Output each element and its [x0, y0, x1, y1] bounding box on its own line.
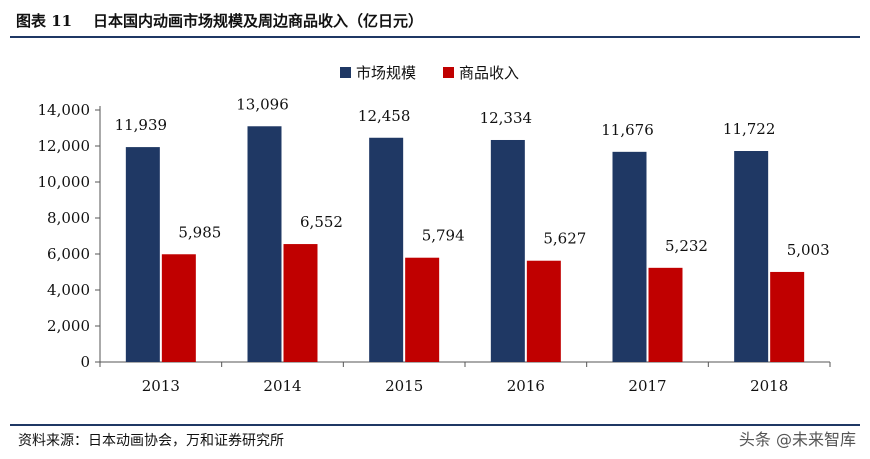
label-market-size-2014: 13,096 [236, 95, 289, 113]
x-axis: 2013 2014 2015 2016 2017 2018 [99, 361, 831, 395]
label-market-size-2017: 11,676 [601, 121, 654, 139]
title-bar: 图表 11 日本国内动画市场规模及周边商品收入（亿日元） [10, 6, 860, 38]
bar-market-size-2016 [490, 139, 525, 362]
x-tick-label: 2013 [142, 377, 180, 395]
bar-merch-revenue-2014 [283, 244, 318, 362]
bar-merch-revenue-2013 [161, 254, 196, 362]
y-tick-label: 0 [80, 353, 90, 371]
bar-merch-revenue-2018 [770, 271, 805, 362]
label-merch-revenue-2015: 5,794 [422, 227, 465, 245]
label-market-size-2013: 11,939 [115, 116, 168, 134]
watermark: 头条 @未来智库 [738, 430, 856, 449]
x-tick-label: 2016 [507, 377, 545, 395]
label-merch-revenue-2017: 5,232 [665, 237, 708, 255]
y-axis: 0 2,000 4,000 6,000 8,000 10,000 12,000 14,000 [38, 101, 101, 371]
legend: 市场规模 商品收入 [340, 64, 519, 82]
y-tick-label: 2,000 [47, 317, 90, 335]
source-rule [10, 424, 860, 426]
y-tick-label: 14,000 [38, 101, 91, 119]
y-tick-label: 10,000 [38, 173, 91, 191]
bar-merch-revenue-2016 [526, 260, 561, 362]
x-tick-label: 2018 [750, 377, 788, 395]
label-market-size-2018: 11,722 [723, 120, 776, 138]
label-market-size-2015: 12,458 [358, 107, 411, 125]
bar-market-size-2014 [247, 126, 282, 362]
bar-market-size-2018 [734, 151, 769, 362]
source-note: 资料来源：日本动画协会，万和证券研究所 [18, 433, 284, 449]
y-tick-label: 4,000 [47, 281, 90, 299]
bar-merch-revenue-2017 [648, 267, 683, 362]
legend-label-1: 市场规模 [356, 64, 416, 82]
label-merch-revenue-2013: 5,985 [178, 223, 221, 241]
bar-market-size-2017 [612, 151, 647, 362]
label-merch-revenue-2018: 5,003 [787, 241, 830, 259]
x-tick-label: 2014 [263, 377, 301, 395]
y-tick-label: 8,000 [47, 209, 90, 227]
label-market-size-2016: 12,334 [480, 109, 533, 127]
legend-label-2: 商品收入 [459, 64, 519, 82]
bar-merch-revenue-2015 [405, 257, 440, 362]
x-tick-label: 2015 [385, 377, 423, 395]
label-merch-revenue-2014: 6,552 [300, 213, 343, 231]
bar-market-size-2015 [369, 137, 404, 362]
bar-market-size-2013 [125, 147, 160, 362]
title-rule [10, 36, 860, 38]
figure-title: 图表 11 日本国内动画市场规模及周边商品收入（亿日元） [16, 12, 423, 30]
legend-swatch-1 [340, 67, 351, 78]
y-tick-label: 6,000 [47, 245, 90, 263]
y-tick-label: 12,000 [38, 137, 91, 155]
label-merch-revenue-2016: 5,627 [543, 230, 586, 248]
data-labels: 11,939 5,985 13,096 6,552 12,458 5,794 12,334 5… [115, 95, 830, 259]
bars [125, 126, 805, 362]
legend-swatch-2 [443, 67, 454, 78]
x-tick-label: 2017 [628, 377, 666, 395]
